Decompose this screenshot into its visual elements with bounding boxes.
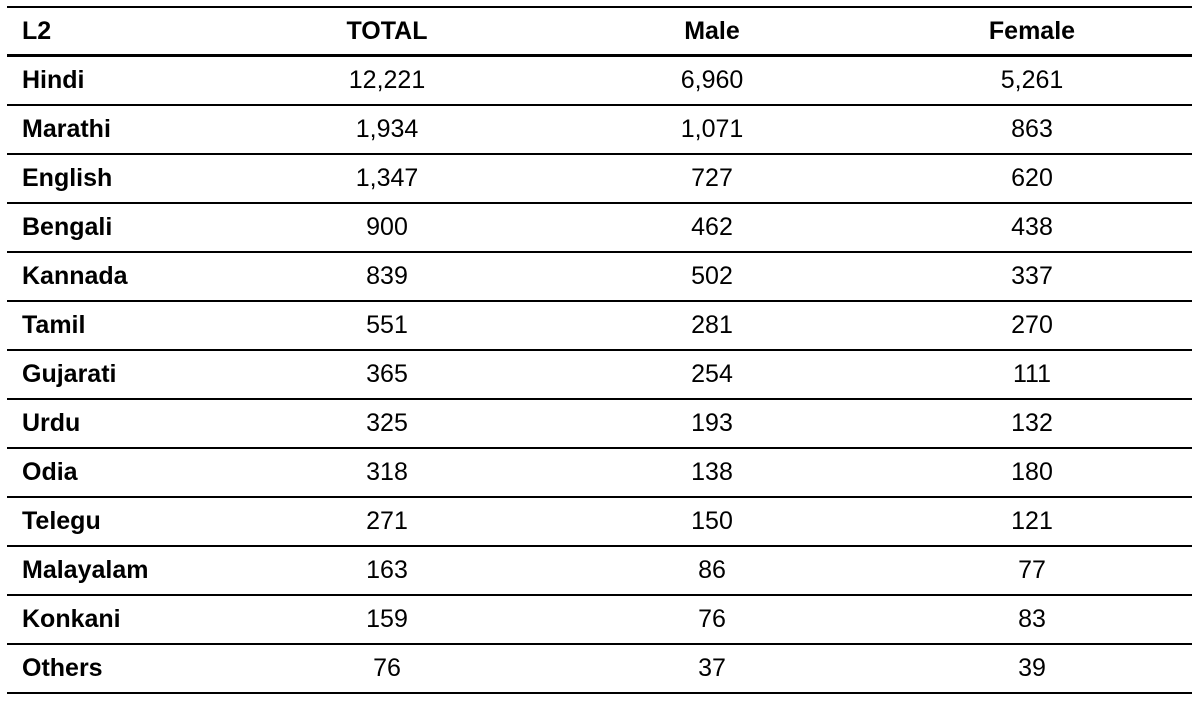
table-row: Tamil 551 281 270: [7, 301, 1192, 351]
table-row: Malayalam 163 86 77: [7, 546, 1192, 596]
cell-female: 5,261: [872, 55, 1192, 106]
cell-total: 365: [222, 350, 552, 400]
cell-total: 900: [222, 203, 552, 253]
cell-total: 551: [222, 301, 552, 351]
cell-total: 159: [222, 595, 552, 645]
table-row: Urdu 325 193 132: [7, 399, 1192, 449]
cell-total: 271: [222, 497, 552, 547]
column-header-female: Female: [872, 7, 1192, 57]
cell-total: 76: [222, 644, 552, 694]
cell-l2: Bengali: [7, 203, 222, 253]
cell-female: 83: [872, 595, 1192, 645]
cell-male: 502: [552, 252, 872, 302]
cell-l2: Others: [7, 644, 222, 694]
cell-female: 620: [872, 154, 1192, 204]
cell-total: 325: [222, 399, 552, 449]
l2-language-table: L2 TOTAL Male Female Hindi 12,221 6,960 5,2…: [7, 6, 1192, 694]
cell-male: 86: [552, 546, 872, 596]
cell-female: 270: [872, 301, 1192, 351]
cell-male: 6,960: [552, 55, 872, 106]
table-row: Gujarati 365 254 111: [7, 350, 1192, 400]
cell-total: 1,934: [222, 105, 552, 155]
cell-total: 12,221: [222, 55, 552, 106]
cell-female: 132: [872, 399, 1192, 449]
table-row: Bengali 900 462 438: [7, 203, 1192, 253]
cell-l2: Odia: [7, 448, 222, 498]
column-header-male: Male: [552, 7, 872, 57]
table-row: Marathi 1,934 1,071 863: [7, 105, 1192, 155]
cell-male: 254: [552, 350, 872, 400]
cell-male: 138: [552, 448, 872, 498]
table-row: Hindi 12,221 6,960 5,261: [7, 55, 1192, 106]
header-row: L2 TOTAL Male Female: [7, 7, 1192, 57]
cell-female: 121: [872, 497, 1192, 547]
cell-female: 337: [872, 252, 1192, 302]
cell-male: 727: [552, 154, 872, 204]
cell-male: 462: [552, 203, 872, 253]
cell-female: 438: [872, 203, 1192, 253]
table-row: Telegu 271 150 121: [7, 497, 1192, 547]
table-row: Others 76 37 39: [7, 644, 1192, 694]
cell-l2: Telegu: [7, 497, 222, 547]
cell-male: 281: [552, 301, 872, 351]
cell-l2: Urdu: [7, 399, 222, 449]
cell-male: 76: [552, 595, 872, 645]
cell-l2: Gujarati: [7, 350, 222, 400]
cell-female: 111: [872, 350, 1192, 400]
cell-female: 77: [872, 546, 1192, 596]
cell-l2: Tamil: [7, 301, 222, 351]
cell-l2: Hindi: [7, 55, 222, 106]
column-header-l2: L2: [7, 7, 222, 57]
cell-male: 37: [552, 644, 872, 694]
cell-total: 839: [222, 252, 552, 302]
cell-l2: Malayalam: [7, 546, 222, 596]
cell-total: 163: [222, 546, 552, 596]
cell-l2: Kannada: [7, 252, 222, 302]
cell-l2: Konkani: [7, 595, 222, 645]
cell-female: 39: [872, 644, 1192, 694]
cell-male: 1,071: [552, 105, 872, 155]
cell-l2: Marathi: [7, 105, 222, 155]
cell-female: 180: [872, 448, 1192, 498]
cell-male: 150: [552, 497, 872, 547]
table-row: English 1,347 727 620: [7, 154, 1192, 204]
table-row: Odia 318 138 180: [7, 448, 1192, 498]
cell-l2: English: [7, 154, 222, 204]
table-row: Konkani 159 76 83: [7, 595, 1192, 645]
cell-female: 863: [872, 105, 1192, 155]
column-header-total: TOTAL: [222, 7, 552, 57]
cell-male: 193: [552, 399, 872, 449]
cell-total: 318: [222, 448, 552, 498]
cell-total: 1,347: [222, 154, 552, 204]
table-row: Kannada 839 502 337: [7, 252, 1192, 302]
